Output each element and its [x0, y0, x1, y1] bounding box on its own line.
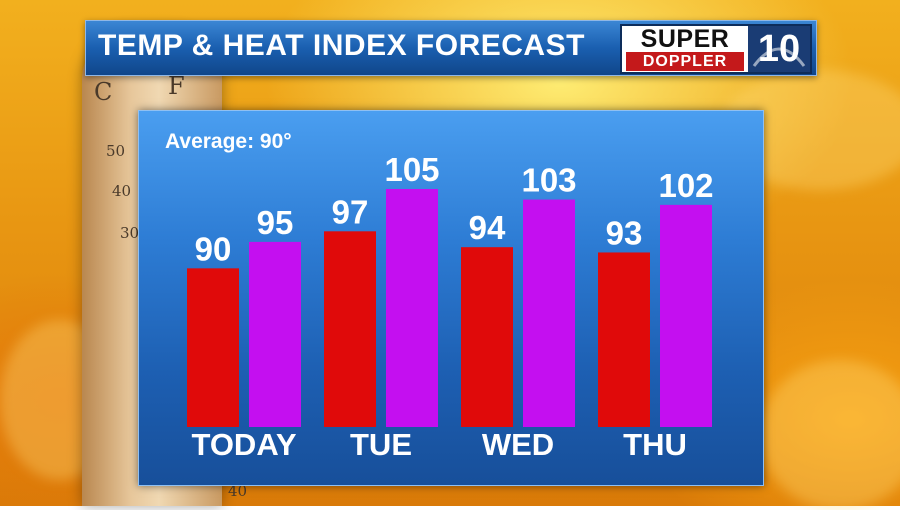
bar-wed-2 [523, 199, 575, 427]
average-annotation: Average: 90° [165, 130, 292, 153]
category-label-today: TODAY [191, 427, 296, 462]
data-label-wed-1: 94 [469, 209, 506, 246]
channel-badge: 10 [748, 26, 810, 72]
bar-tue-1 [324, 231, 376, 427]
bar-thu-1 [598, 252, 650, 427]
category-label-wed: WED [482, 427, 554, 462]
thermometer-scale-40: 40 [112, 182, 132, 200]
logo-channel-number: 10 [757, 28, 801, 70]
thermometer-scale-40-bottom: 40 [228, 482, 248, 500]
logo-doppler-text: DOPPLER [626, 52, 744, 71]
thermometer-scale-c: C [94, 78, 113, 106]
category-label-thu: THU [623, 427, 687, 462]
bar-chart: Average: 90° 90 95 TODAY 97 105 TUE 94 103 WED 93… [165, 130, 714, 462]
bar-thu-2 [660, 204, 712, 427]
data-label-thu-2: 102 [658, 167, 713, 204]
data-label-thu-1: 93 [606, 214, 643, 251]
category-label-tue: TUE [350, 427, 412, 462]
data-label-tue-1: 97 [332, 193, 369, 230]
data-label-today-1: 90 [195, 230, 232, 267]
bar-today-1 [187, 268, 239, 427]
thermometer-scale-30: 30 [120, 224, 140, 242]
bar-today-2 [249, 241, 301, 427]
page-title: TEMP & HEAT INDEX FORECAST [98, 29, 585, 62]
thermometer-scale-f: F [168, 72, 185, 100]
bar-tue-2 [386, 189, 438, 427]
logo-super-text: SUPER [640, 25, 730, 53]
station-logo: SUPER DOPPLER 10 [620, 24, 812, 74]
thermometer-scale-50: 50 [106, 142, 126, 160]
data-label-today-2: 95 [257, 204, 294, 241]
data-label-tue-2: 105 [384, 151, 439, 188]
bar-wed-1 [461, 247, 513, 427]
chart-panel: Average: 90° 90 95 TODAY 97 105 TUE 94 103 WED 93… [138, 110, 764, 486]
data-label-wed-2: 103 [521, 162, 576, 199]
cloud-decoration [760, 360, 900, 510]
wave-icon [752, 47, 806, 67]
